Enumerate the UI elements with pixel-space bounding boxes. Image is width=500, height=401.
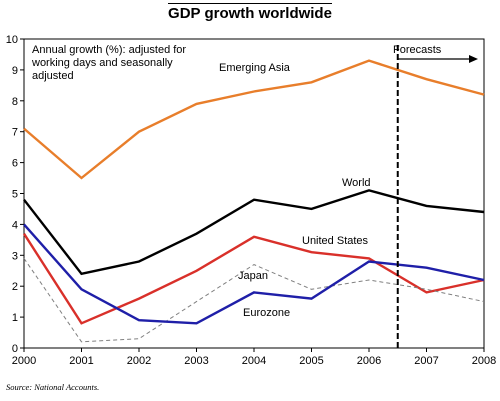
y-tick-label: 0: [12, 343, 18, 355]
y-tick-label: 5: [12, 189, 18, 201]
series-label-emerging-asia: Emerging Asia: [219, 62, 291, 74]
series-line-united-states: [22, 233, 485, 325]
y-tick-label: 8: [12, 96, 18, 108]
series-label-world: World: [342, 177, 371, 189]
series-line-emerging-asia: [23, 59, 485, 180]
series-label-united-states: United States: [302, 235, 369, 247]
x-tick-label: 2000: [12, 355, 36, 367]
y-tick-label: 9: [12, 65, 18, 77]
chart-title: GDP growth worldwide: [0, 3, 500, 22]
x-tick-label: 2003: [184, 355, 208, 367]
x-tick-label: 2004: [242, 355, 266, 367]
forecast-arrow-head: [469, 55, 478, 63]
series-label-japan: Japan: [238, 270, 268, 282]
series-layer: [22, 59, 485, 343]
annotation-note-line: working days and seasonally: [31, 57, 173, 69]
series-line-japan: [23, 258, 485, 343]
y-tick-label: 3: [12, 250, 18, 262]
x-tick-label: 2005: [299, 355, 323, 367]
y-tick-label: 10: [6, 34, 18, 46]
source-note: Source: National Accounts.: [6, 382, 100, 392]
x-tick-label: 2001: [69, 355, 93, 367]
chart-title-text: GDP growth worldwide: [168, 3, 332, 22]
y-tick-label: 6: [12, 158, 18, 170]
y-tick-label: 7: [12, 127, 18, 139]
annotation-note-line: Annual growth (%): adjusted for: [32, 44, 186, 56]
x-tick-label: 2006: [357, 355, 381, 367]
y-tick-label: 2: [12, 281, 18, 293]
forecast-label: Forecasts: [393, 44, 442, 56]
labels-layer: Forecasts Annual growth (%): adjusted for…: [31, 44, 478, 348]
x-tick-label: 2002: [127, 355, 151, 367]
y-tick-label: 1: [12, 312, 18, 324]
x-tick-label: 2007: [414, 355, 438, 367]
series-label-eurozone: Eurozone: [243, 307, 290, 319]
y-tick-label: 4: [12, 219, 18, 231]
plot-frame: [23, 38, 485, 349]
x-tick-label: 2008: [472, 355, 496, 367]
series-line-world: [23, 189, 485, 276]
annotation-note-line: adjusted: [32, 70, 74, 82]
axes: 0 1 2 3 4 5 6 7 8 9 10 2000 2001 2002 2003 2004 2005 2006…: [6, 34, 496, 367]
series-line-eurozone: [23, 223, 485, 325]
